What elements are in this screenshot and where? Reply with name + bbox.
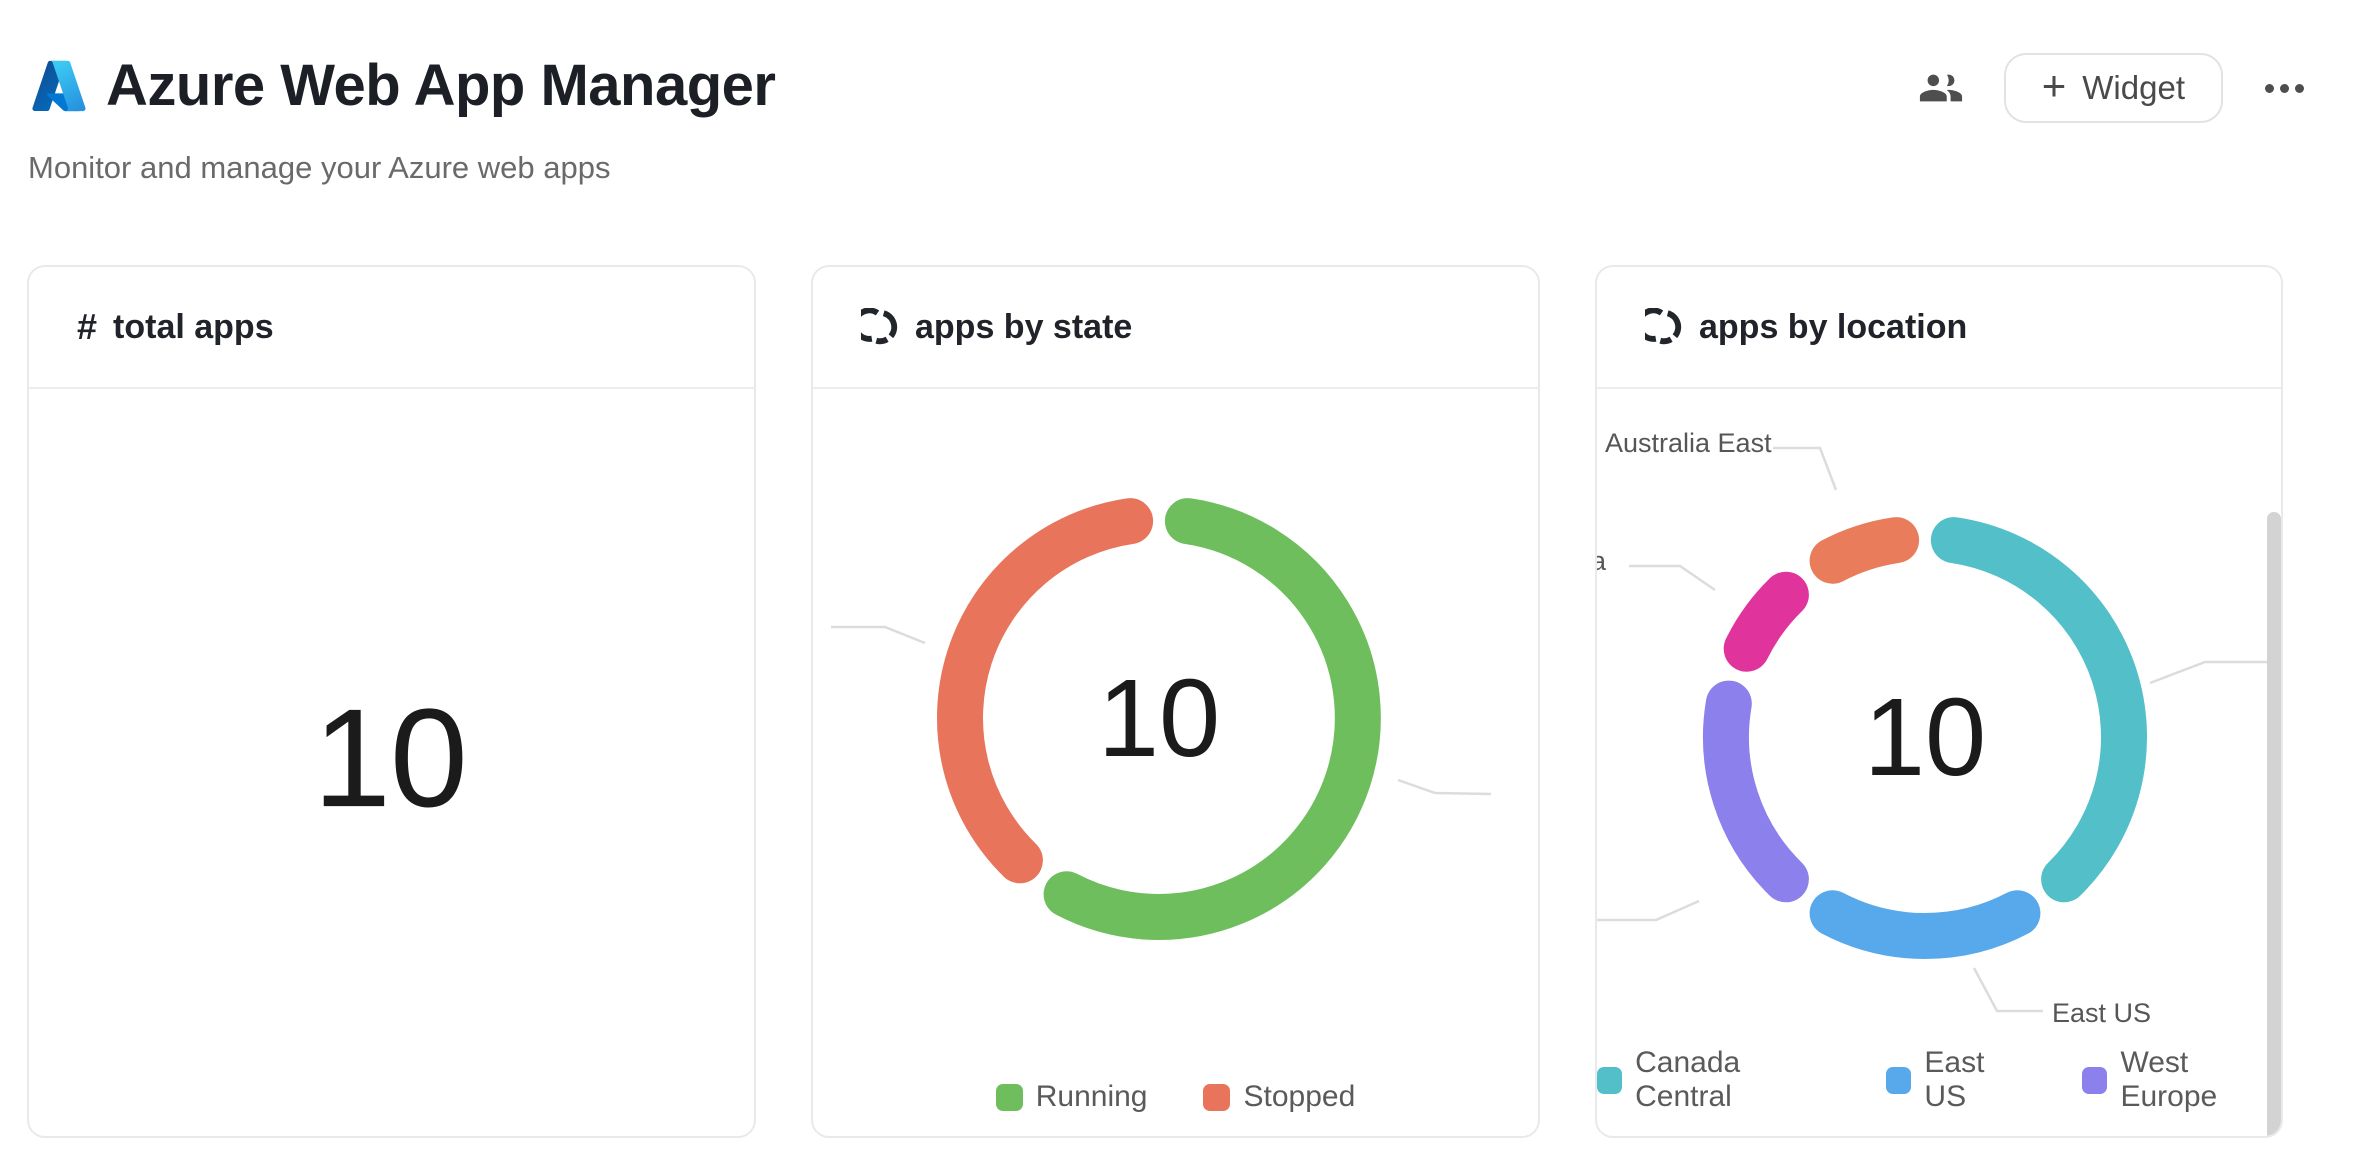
apps-by-state-legend: Running Stopped bbox=[813, 1080, 1538, 1114]
card-title: apps by location bbox=[1699, 307, 1968, 346]
donut-segment bbox=[1702, 680, 1809, 903]
card-title: total apps bbox=[113, 307, 274, 346]
card-total-apps-body: 10 bbox=[29, 389, 754, 1136]
legend-label: Stopped bbox=[1243, 1080, 1356, 1113]
users-icon[interactable] bbox=[1918, 65, 1964, 111]
add-widget-label: Widget bbox=[2082, 69, 2185, 106]
donut-segment bbox=[937, 498, 1154, 884]
total-apps-value: 10 bbox=[313, 678, 468, 836]
legend-label: West Europe bbox=[2120, 1046, 2218, 1113]
card-total-apps-header: # total apps bbox=[29, 267, 754, 389]
legend-swatch bbox=[1886, 1066, 1912, 1094]
segment-label: East US bbox=[2052, 998, 2151, 1028]
card-title: apps by state bbox=[915, 307, 1133, 346]
apps-by-state-donut-chart[interactable]: 10 bbox=[813, 389, 1538, 1136]
donut-chart-icon bbox=[1645, 308, 1682, 345]
plus-icon: + bbox=[2041, 62, 2067, 109]
donut-segment bbox=[1809, 890, 2041, 959]
add-widget-button[interactable]: + Widget bbox=[2003, 53, 2223, 123]
card-scrollbar[interactable] bbox=[2267, 512, 2281, 1136]
card-apps-by-state-body: 10 Running Stopped bbox=[813, 389, 1538, 1136]
donut-center-value: 10 bbox=[1098, 657, 1220, 780]
segment-label: Australia East bbox=[1605, 428, 1772, 458]
card-apps-by-state-header: apps by state bbox=[813, 267, 1538, 389]
brand: Azure Web App Manager bbox=[30, 52, 776, 119]
donut-center-value: 10 bbox=[1864, 676, 1986, 799]
legend-swatch bbox=[1597, 1066, 1623, 1094]
segment-label: a bbox=[1597, 546, 1607, 576]
page-title: Azure Web App Manager bbox=[106, 53, 776, 118]
legend-swatch bbox=[1203, 1083, 1231, 1111]
legend-item-running[interactable]: Running bbox=[995, 1080, 1148, 1114]
more-menu-icon[interactable] bbox=[2263, 76, 2306, 101]
header-controls: + Widget bbox=[1918, 52, 2306, 124]
legend-label: Running bbox=[1035, 1080, 1148, 1113]
legend-swatch bbox=[2082, 1066, 2108, 1094]
legend-item-stopped[interactable]: Stopped bbox=[1203, 1080, 1355, 1114]
widget-grid: # total apps 10 apps by state 10 R bbox=[27, 265, 2283, 1138]
apps-by-location-donut-chart[interactable]: Australia East a East US 10 bbox=[1597, 389, 2281, 1136]
apps-by-location-legend: Canada Central East US West Europe bbox=[1597, 1046, 2281, 1114]
card-apps-by-state: apps by state 10 Running Stopped bbox=[811, 265, 1540, 1138]
legend-swatch bbox=[995, 1083, 1023, 1111]
card-total-apps: # total apps 10 bbox=[27, 265, 756, 1138]
card-apps-by-location-body: Australia East a East US 10 Canada Central … bbox=[1597, 389, 2281, 1136]
legend-item-west-europe[interactable]: West Europe bbox=[2082, 1046, 2281, 1114]
page-subtitle: Monitor and manage your Azure web apps bbox=[28, 150, 611, 185]
legend-label: Canada Central bbox=[1635, 1046, 1741, 1113]
azure-logo bbox=[32, 60, 86, 111]
hash-icon: # bbox=[77, 306, 98, 347]
donut-segment bbox=[1930, 517, 2147, 903]
donut-segment bbox=[1723, 571, 1809, 672]
card-apps-by-location-header: apps by location bbox=[1597, 267, 2281, 389]
donut-chart-icon bbox=[861, 308, 898, 345]
legend-item-canada-central[interactable]: Canada Central bbox=[1597, 1046, 1830, 1114]
legend-item-east-us[interactable]: East US bbox=[1886, 1046, 2026, 1114]
donut-segment bbox=[1809, 517, 1920, 584]
card-apps-by-location: apps by location Australia East a East US 1… bbox=[1595, 265, 2283, 1138]
donut-segment bbox=[1043, 498, 1381, 940]
legend-label: East US bbox=[1924, 1046, 1985, 1113]
